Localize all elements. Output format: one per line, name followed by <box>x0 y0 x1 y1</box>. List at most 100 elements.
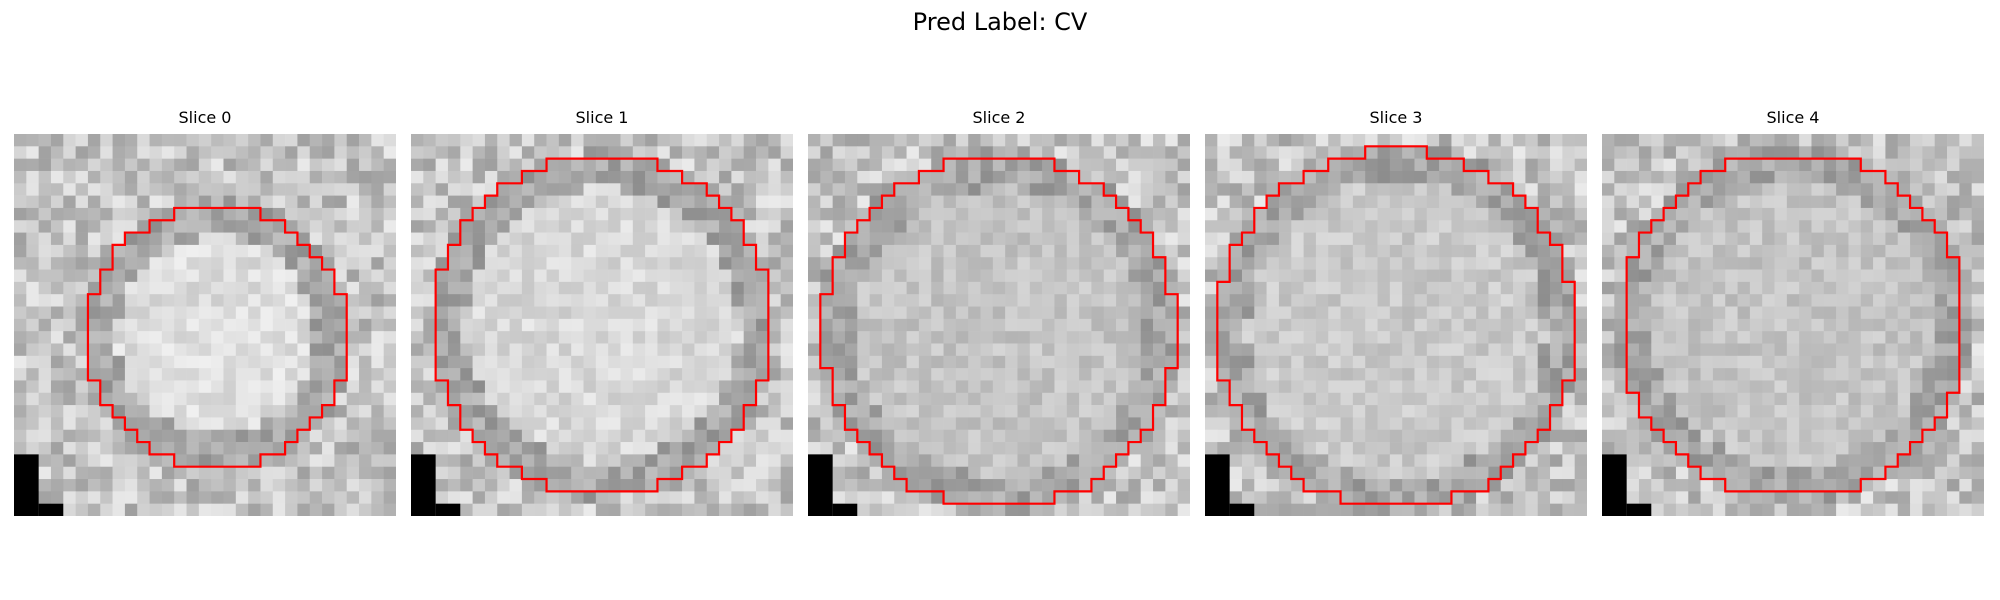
pixel-grid <box>1205 134 1587 516</box>
pixel <box>980 294 994 307</box>
pixel <box>1414 454 1428 468</box>
pixel <box>359 195 372 209</box>
pixel <box>857 429 870 443</box>
pixel <box>1451 318 1465 332</box>
pixel <box>75 355 89 369</box>
pixel <box>1217 368 1230 381</box>
pixel <box>161 491 175 504</box>
pixel <box>383 220 396 233</box>
pixel <box>484 503 498 516</box>
pixel <box>272 331 286 344</box>
pixel <box>50 306 64 320</box>
pixel <box>1910 170 1923 184</box>
pixel <box>1799 281 1812 295</box>
pixel <box>423 269 436 283</box>
pixel <box>411 417 424 431</box>
pixel <box>1426 380 1440 394</box>
pixel <box>484 343 498 357</box>
pixel <box>1574 158 1587 172</box>
pixel <box>1971 405 1984 418</box>
pixel <box>1885 331 1899 344</box>
pixel <box>931 454 944 468</box>
pixel <box>1934 405 1948 418</box>
pixel <box>595 220 609 233</box>
pixel <box>1614 207 1627 221</box>
pixel <box>756 392 769 406</box>
pixel <box>435 220 449 233</box>
pixel <box>894 220 907 233</box>
pixel <box>1537 503 1551 516</box>
pixel <box>38 232 52 246</box>
pixel <box>669 429 683 443</box>
pixel <box>1525 170 1539 184</box>
pixel <box>1103 281 1117 295</box>
pixel <box>435 146 449 159</box>
pixel <box>100 454 113 468</box>
pixel <box>731 392 745 406</box>
pixel <box>149 392 163 406</box>
pixel <box>1278 405 1292 418</box>
pixel <box>857 343 870 357</box>
pixel <box>1700 158 1714 172</box>
pixel <box>383 146 396 159</box>
pixel <box>1315 343 1329 357</box>
pixel <box>1574 232 1587 246</box>
pixel <box>359 294 372 307</box>
pixel <box>1091 158 1105 172</box>
pixel <box>1476 466 1489 480</box>
pixel <box>1266 220 1280 233</box>
pixel <box>1066 146 1080 159</box>
pixel <box>968 257 981 270</box>
pixel <box>472 479 486 492</box>
pixel <box>161 380 175 394</box>
pixel <box>706 503 720 516</box>
pixel <box>955 454 969 468</box>
pixel <box>223 429 237 443</box>
pixel <box>706 220 720 233</box>
pixel <box>1291 503 1304 516</box>
pixel <box>832 417 846 431</box>
pixel <box>768 380 781 394</box>
pixel <box>1749 269 1763 283</box>
pixel <box>1042 170 1055 184</box>
pixel <box>1971 392 1984 406</box>
pixel <box>1241 158 1255 172</box>
pixel <box>371 269 384 283</box>
pixel <box>509 183 523 196</box>
pixel <box>931 244 944 258</box>
pixel <box>1774 380 1788 394</box>
pixel <box>632 183 646 196</box>
pixel <box>881 134 895 147</box>
pixel <box>1365 170 1378 184</box>
pixel <box>1254 429 1267 443</box>
pixel <box>161 442 175 455</box>
pixel <box>346 183 360 196</box>
pixel <box>780 257 793 270</box>
pixel <box>1786 232 1800 246</box>
pixel <box>756 491 769 504</box>
pixel <box>1054 220 1068 233</box>
pixel <box>1562 503 1575 516</box>
pixel <box>1140 306 1154 320</box>
pixel <box>1291 257 1304 270</box>
pixel <box>1873 269 1886 283</box>
pixel <box>371 220 384 233</box>
pixel <box>211 269 224 283</box>
pixel <box>235 146 249 159</box>
pixel <box>832 392 846 406</box>
pixel <box>1365 491 1378 504</box>
pixel <box>844 380 858 394</box>
pixel <box>1971 442 1984 455</box>
pixel <box>322 380 335 394</box>
pixel <box>1737 442 1751 455</box>
pixel <box>1091 306 1105 320</box>
pixel <box>669 417 683 431</box>
pixel <box>1525 466 1539 480</box>
pixel <box>955 429 969 443</box>
pixel <box>1811 442 1825 455</box>
pixel <box>719 170 732 184</box>
pixel <box>1525 355 1539 369</box>
pixel <box>297 146 311 159</box>
pixel <box>820 368 833 381</box>
pixel <box>1638 257 1652 270</box>
